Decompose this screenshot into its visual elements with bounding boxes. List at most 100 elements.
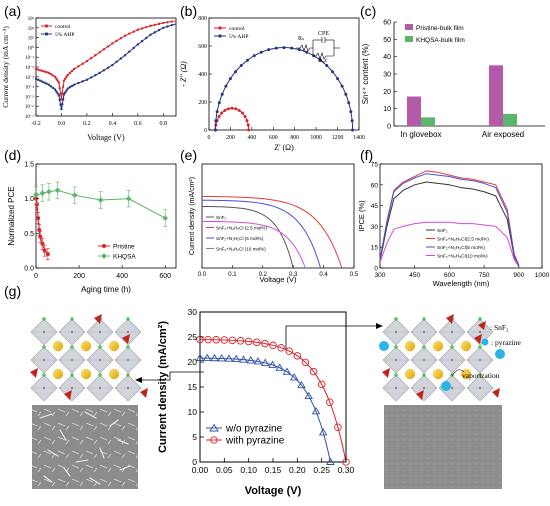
series-arc-b-0	[214, 107, 250, 131]
legend-b: control 5% AHP	[214, 26, 248, 40]
data-point-b	[217, 101, 221, 105]
ytick-label-a: 10⁻²	[25, 65, 34, 71]
snf2-marker	[492, 388, 500, 398]
data-point-b	[349, 110, 353, 114]
data-point-a	[66, 73, 70, 77]
sem-rod	[119, 465, 131, 471]
ylabel-g: Current density (mA/cm²)	[157, 321, 169, 453]
data-point-a	[85, 78, 89, 81]
legend-d: Pristine KHQSA	[98, 244, 136, 261]
data-point-a	[123, 34, 127, 37]
xlabel-g: Voltage (V)	[245, 485, 302, 497]
atom-green	[42, 345, 46, 349]
data-point-a	[153, 23, 156, 27]
ytick-label-d: 0.5	[24, 231, 34, 238]
xtick-label-d: 0	[34, 273, 38, 280]
snf2-marker	[416, 390, 424, 400]
panel-label-b: (b)	[180, 3, 197, 19]
legend-b-control: control	[229, 26, 245, 32]
data-point-a	[72, 67, 76, 71]
data-point-a	[53, 75, 57, 79]
legend-f-label: SnF₂+N₂H₅Cl(5 mol%)	[437, 245, 485, 251]
data-point-b	[305, 50, 309, 54]
data-point-a	[43, 81, 46, 84]
atom-center	[478, 358, 482, 362]
xtick-label-f: 300	[375, 272, 386, 279]
data-point-b	[336, 77, 340, 81]
ytick-label-f: 60	[371, 182, 379, 189]
data-point-a	[66, 87, 70, 90]
xtick-label-b: 800	[290, 135, 299, 141]
data-point-a	[39, 79, 42, 82]
ytick-label-c: 0	[387, 124, 391, 131]
data-point-g	[260, 358, 270, 366]
xtick-label-b: 400	[248, 135, 257, 141]
ytick-label-c: 10	[383, 106, 391, 113]
data-point-b	[351, 128, 355, 132]
xtick-label-f: 750	[479, 272, 490, 279]
ytick-label-g: 15	[188, 382, 198, 392]
xtick-label-b: 0	[208, 135, 211, 141]
data-point-a	[41, 69, 44, 73]
ytick-label-a: 10⁻³	[25, 75, 34, 81]
atom-center	[450, 330, 454, 334]
xtick-label-d: 400	[116, 273, 128, 280]
atom-green	[70, 317, 74, 321]
atom-center	[478, 386, 482, 390]
ylabel-d: Normalized PCE	[7, 186, 16, 245]
legend-e: SnF₂ SnF₂+N₂H₅Cl (2.5 mol%) SnF₂+N₂H₅Cl (5…	[206, 215, 267, 252]
xtick-label-a: 0.6	[134, 121, 142, 127]
atom-center	[70, 330, 74, 334]
data-point-a	[81, 80, 84, 83]
atom-center	[126, 358, 130, 362]
data-point-a	[128, 32, 131, 35]
xtick-label-a: -0.2	[31, 121, 41, 127]
panel-label-a: (a)	[4, 3, 21, 19]
xtick-label-a: 0.4	[109, 121, 117, 127]
plot-frame-e	[201, 163, 355, 269]
data-point-a	[34, 67, 38, 71]
data-point-a	[56, 79, 59, 82]
data-point-a	[89, 56, 93, 60]
plot-frame-d	[35, 163, 177, 269]
data-point-a	[70, 69, 74, 73]
series-line-e-2	[201, 199, 322, 269]
pyrazine-marker	[495, 349, 505, 359]
xlabel-e: Voltage (V)	[259, 275, 297, 284]
atom-green	[126, 373, 130, 377]
data-point-a	[62, 93, 66, 96]
data-point-g	[202, 353, 212, 362]
data-point-b	[240, 111, 244, 115]
data-point-b	[274, 46, 278, 50]
ytick-label-d: 1.5	[24, 162, 34, 169]
ytick-label-a: 10⁻⁷	[25, 114, 34, 120]
circuit-rrec: Rᵣₑc	[318, 58, 328, 64]
xtick-label-b: 600	[269, 135, 278, 141]
data-point-d	[35, 202, 40, 207]
ytick-label-g: 5	[192, 432, 197, 442]
data-point-a	[65, 89, 68, 92]
xtick-label-g: 0.20	[289, 465, 306, 475]
data-point-a	[56, 92, 59, 95]
atom-green	[394, 373, 398, 377]
sem-image-right	[384, 405, 502, 489]
ytick-label-g: 10	[188, 407, 198, 417]
category-label-c: In glovebox	[401, 130, 442, 139]
ytick-label-f: 45	[371, 203, 379, 210]
bar-c	[503, 113, 517, 126]
ytick-label-b: 200	[198, 100, 207, 106]
data-point-g	[282, 367, 292, 375]
atom-green	[126, 317, 130, 321]
data-point-b	[330, 70, 334, 74]
data-point-g	[220, 336, 229, 344]
crystal-structure-left	[30, 314, 148, 402]
data-point-a	[55, 77, 58, 80]
ytick-label-f: 30	[371, 224, 379, 231]
xtick-label-f: 1000	[535, 272, 550, 279]
data-point-a	[115, 60, 118, 63]
data-point-a	[132, 30, 135, 33]
data-point-a	[72, 83, 76, 86]
atom-green	[422, 373, 426, 377]
data-point-a	[61, 98, 65, 101]
data-point-a	[51, 86, 55, 90]
